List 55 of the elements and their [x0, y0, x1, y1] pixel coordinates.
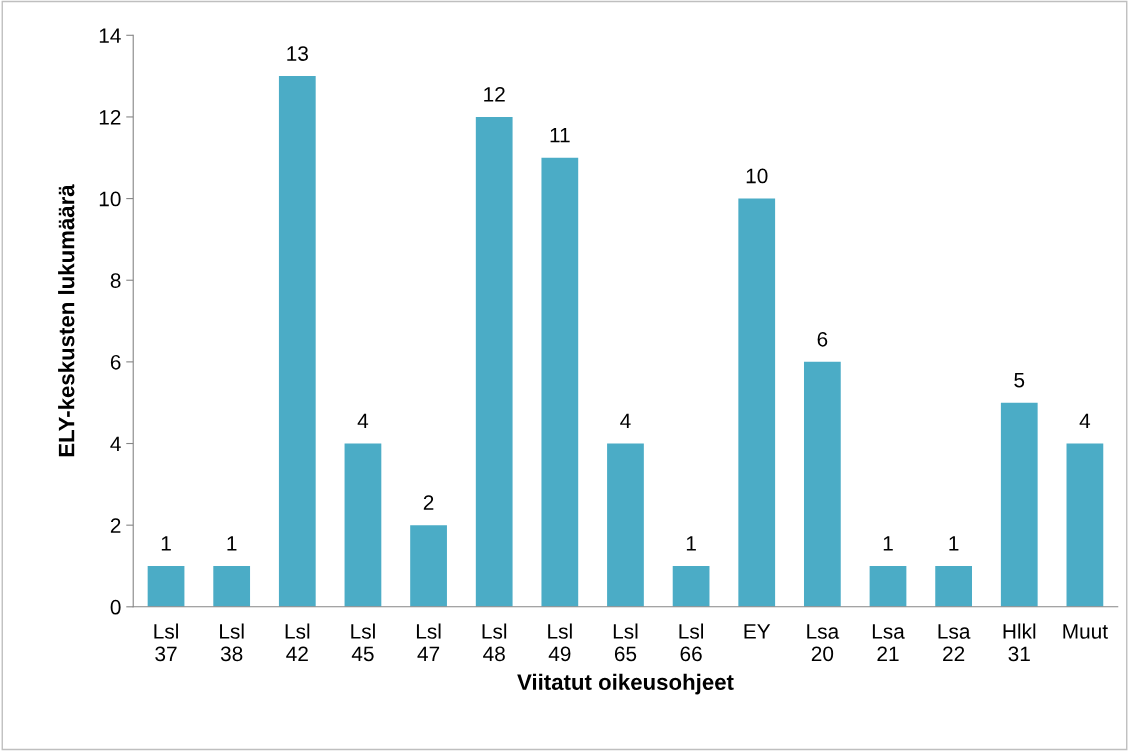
data-label: 1	[949, 536, 959, 551]
bar	[278, 76, 316, 607]
y-tick-label: 10	[99, 191, 121, 207]
y-tick-label: 8	[110, 273, 121, 288]
x-tick-label: Lsl 38	[220, 623, 244, 662]
x-tick-label: EY	[744, 624, 771, 639]
data-label: 4	[1079, 413, 1091, 429]
x-tick-label: Lsl 65	[613, 623, 638, 662]
data-label: 4	[620, 413, 631, 429]
bar	[869, 565, 907, 607]
x-tick-label: Lsa 20	[807, 624, 840, 662]
bar	[803, 361, 841, 607]
data-label: 11	[550, 128, 570, 143]
y-axis-title: ELY-keskusten lukumäärä	[58, 184, 75, 457]
x-tick-label: Hlkl 31	[1003, 623, 1036, 662]
bar	[344, 443, 382, 607]
data-label: 1	[686, 536, 696, 551]
x-tick-label: Lsa 22	[938, 624, 971, 662]
bar	[410, 525, 447, 607]
y-tick-label: 12	[99, 109, 121, 125]
data-label: 1	[227, 536, 237, 551]
data-label: 2	[423, 495, 434, 510]
y-tick-label: 4	[110, 436, 121, 452]
x-tick-label: Lsl 45	[351, 623, 375, 662]
data-label: 4	[357, 413, 369, 429]
bar	[475, 116, 513, 607]
bar	[935, 565, 973, 607]
x-tick-label: Lsl 37	[154, 623, 178, 662]
data-label: 1	[161, 536, 171, 551]
x-tick-label: Lsl 48	[482, 623, 507, 662]
data-label: 1	[883, 536, 893, 551]
bar	[607, 443, 644, 607]
bar	[1066, 443, 1104, 607]
x-tick-label: Lsl 47	[416, 623, 441, 662]
x-tick-label: Lsa 21	[872, 624, 905, 662]
data-label: 10	[746, 168, 768, 184]
y-tick-label: 0	[110, 599, 121, 615]
bar	[213, 565, 251, 607]
x-tick-label: Lsl 42	[285, 623, 310, 662]
data-label: 12	[484, 86, 505, 102]
bar	[1000, 402, 1038, 607]
y-tick-label: 14	[99, 28, 121, 43]
x-tick-label: Lsl 66	[679, 623, 704, 662]
x-tick-label: Lsl 49	[548, 623, 572, 662]
data-label: 6	[817, 331, 828, 347]
y-tick-label: 6	[110, 354, 121, 370]
bar	[541, 157, 579, 607]
bar	[147, 565, 185, 607]
bar	[672, 565, 710, 607]
data-label: 13	[287, 46, 308, 61]
bar	[738, 198, 776, 607]
y-tick-label: 2	[110, 518, 121, 533]
x-tick-label: Muut	[1063, 624, 1108, 639]
x-axis-title: Viitatut oikeusohjeet	[517, 673, 734, 695]
data-label: 5	[1014, 372, 1025, 388]
